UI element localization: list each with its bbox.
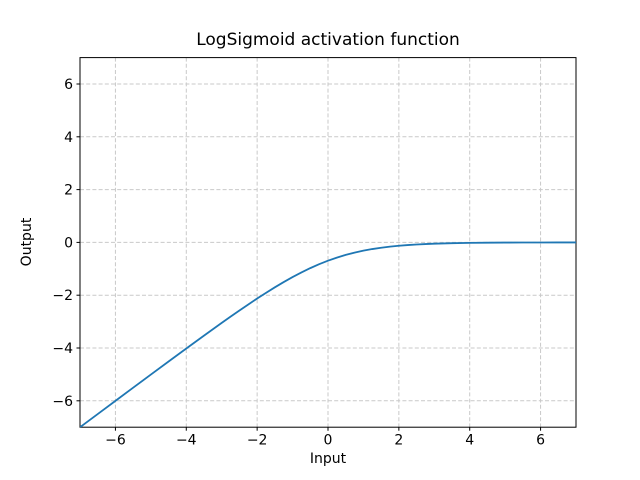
y-axis-label: Output [19, 217, 35, 267]
x-tick-label: −4 [176, 433, 197, 449]
y-tick-label: 2 [64, 183, 73, 199]
x-tick-label: 0 [324, 433, 333, 449]
y-tick-label: −4 [52, 341, 73, 357]
x-tick-label: −2 [247, 433, 268, 449]
chart-title: LogSigmoid activation function [196, 30, 460, 50]
y-tick-label: 0 [64, 235, 73, 251]
y-tick-label: 6 [64, 77, 73, 93]
x-tick-label: 6 [536, 433, 545, 449]
x-axis-label: Input [309, 451, 347, 467]
y-tick-label: −2 [52, 288, 73, 304]
x-tick-label: −6 [105, 433, 126, 449]
x-tick-label: 2 [394, 433, 403, 449]
x-tick-label: 4 [465, 433, 474, 449]
y-tick-label: −6 [52, 394, 73, 410]
y-tick-label: 4 [64, 130, 73, 146]
logsigmoid-curve [80, 241, 576, 428]
